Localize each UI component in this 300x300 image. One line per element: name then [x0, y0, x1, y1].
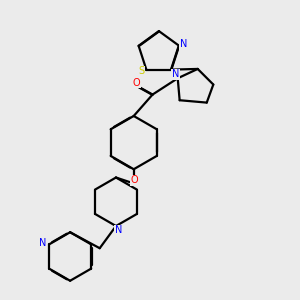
Text: N: N [180, 39, 187, 49]
Text: N: N [115, 226, 122, 236]
Text: N: N [39, 238, 46, 248]
Text: N: N [172, 69, 179, 80]
Text: O: O [130, 176, 138, 185]
Text: O: O [133, 78, 140, 88]
Text: S: S [138, 66, 144, 76]
